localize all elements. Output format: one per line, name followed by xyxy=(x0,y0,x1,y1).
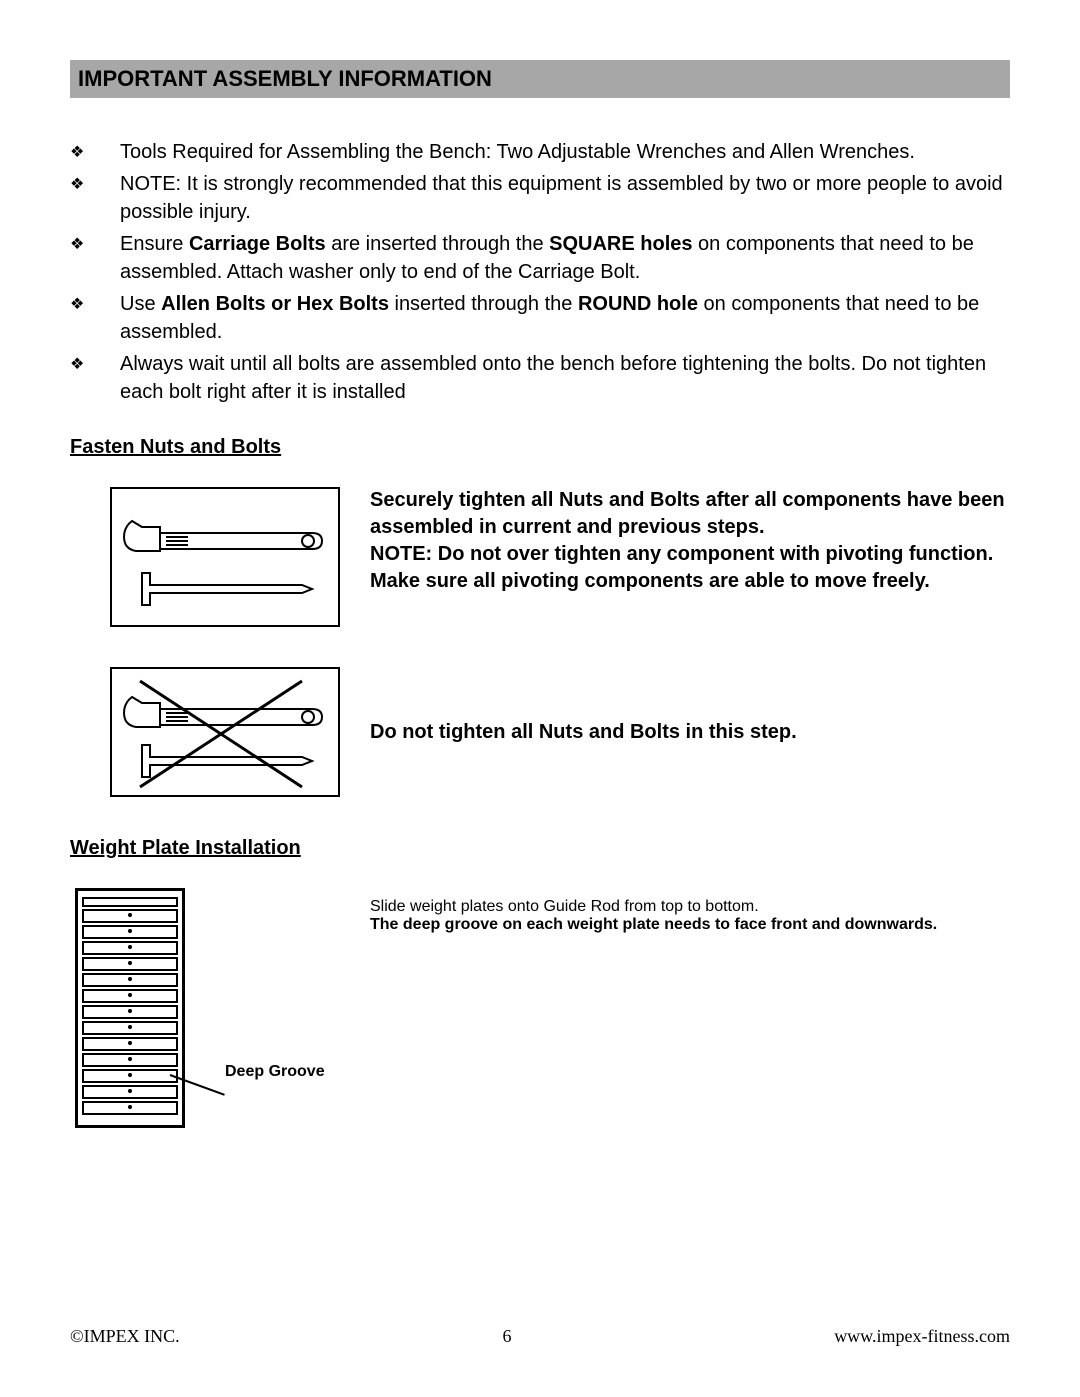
page-content: IMPORTANT ASSEMBLY INFORMATION ❖Tools Re… xyxy=(0,0,1080,1148)
bullet-item: ❖NOTE: It is strongly recommended that t… xyxy=(70,170,1010,226)
weight-plate xyxy=(82,1053,178,1067)
bullet-text: Tools Required for Assembling the Bench:… xyxy=(120,138,1010,166)
fasten-block1-text: Securely tighten all Nuts and Bolts afte… xyxy=(370,487,1010,595)
diamond-bullet-icon: ❖ xyxy=(70,138,120,166)
weight-line1: Slide weight plates onto Guide Rod from … xyxy=(370,898,759,915)
weight-plate xyxy=(82,1021,178,1035)
weight-line2: The deep groove on each weight plate nee… xyxy=(370,916,937,933)
weight-plate xyxy=(82,1037,178,1051)
diamond-bullet-icon: ❖ xyxy=(70,350,120,406)
bullet-item: ❖Tools Required for Assembling the Bench… xyxy=(70,138,1010,166)
bullet-text: Always wait until all bolts are assemble… xyxy=(120,350,1010,406)
deep-groove-label: Deep Groove xyxy=(225,1063,325,1081)
fasten-row-1: Securely tighten all Nuts and Bolts afte… xyxy=(70,487,1010,627)
wrench-illustration xyxy=(110,487,340,627)
weight-figure: Deep Groove xyxy=(70,888,330,1148)
diamond-bullet-icon: ❖ xyxy=(70,290,120,346)
fasten-title: Fasten Nuts and Bolts xyxy=(70,436,1010,459)
fasten-row-2: Do not tighten all Nuts and Bolts in thi… xyxy=(70,667,1010,797)
footer-left: ©IMPEX INC. xyxy=(70,1326,180,1347)
footer-url: www.impex-fitness.com xyxy=(834,1326,1010,1347)
weight-plate xyxy=(82,957,178,971)
bullet-text: Ensure Carriage Bolts are inserted throu… xyxy=(120,230,1010,286)
weight-plate xyxy=(82,1069,178,1083)
bullet-item: ❖Ensure Carriage Bolts are inserted thro… xyxy=(70,230,1010,286)
page-footer: ©IMPEX INC. 6 www.impex-fitness.com xyxy=(70,1326,1010,1347)
weight-plate xyxy=(82,1101,178,1115)
weight-title: Weight Plate Installation xyxy=(70,837,1010,860)
weight-plate xyxy=(82,1085,178,1099)
wrench-crossed-illustration xyxy=(110,667,340,797)
footer-page-number: 6 xyxy=(502,1326,511,1347)
weight-stack-illustration xyxy=(75,888,185,1128)
diamond-bullet-icon: ❖ xyxy=(70,170,120,226)
bullet-item: ❖Use Allen Bolts or Hex Bolts inserted t… xyxy=(70,290,1010,346)
diamond-bullet-icon: ❖ xyxy=(70,230,120,286)
weight-row: Deep Groove Slide weight plates onto Gui… xyxy=(70,888,1010,1148)
bullet-text: Use Allen Bolts or Hex Bolts inserted th… xyxy=(120,290,1010,346)
bullet-list: ❖Tools Required for Assembling the Bench… xyxy=(70,138,1010,406)
weight-plate xyxy=(82,989,178,1003)
weight-plate xyxy=(82,973,178,987)
bullet-item: ❖Always wait until all bolts are assembl… xyxy=(70,350,1010,406)
weight-text: Slide weight plates onto Guide Rod from … xyxy=(370,888,937,934)
weight-plate xyxy=(82,925,178,939)
fasten-block2-text: Do not tighten all Nuts and Bolts in thi… xyxy=(370,719,1010,746)
weight-plate xyxy=(82,941,178,955)
weight-plate xyxy=(82,1005,178,1019)
bullet-text: NOTE: It is strongly recommended that th… xyxy=(120,170,1010,226)
weight-plate xyxy=(82,909,178,923)
section-header: IMPORTANT ASSEMBLY INFORMATION xyxy=(70,60,1010,98)
